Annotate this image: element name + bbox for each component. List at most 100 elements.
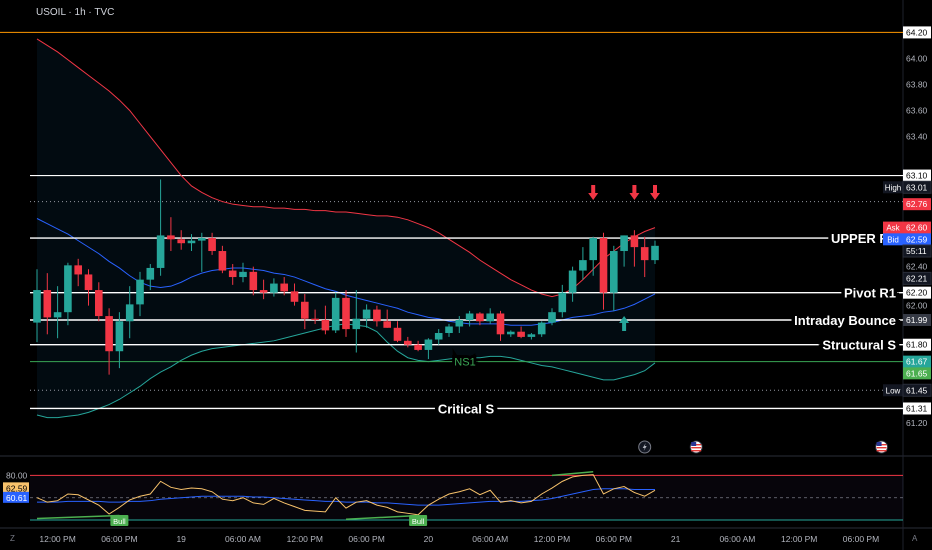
candle <box>486 308 494 324</box>
candle-body <box>589 238 597 261</box>
candle-body <box>548 312 556 323</box>
candle <box>105 308 113 375</box>
time-tick: 06:00 PM <box>348 534 384 544</box>
price-tag: 62.76 <box>906 199 928 209</box>
candle <box>146 264 155 291</box>
candle <box>537 321 546 337</box>
candle <box>156 179 165 276</box>
level-label: Structural S <box>822 338 896 353</box>
time-tick: 06:00 AM <box>719 534 755 544</box>
candle <box>579 247 587 280</box>
price-tag: 63.10 <box>906 171 928 181</box>
candle-body <box>465 313 474 320</box>
candle-body <box>156 235 165 268</box>
candle <box>465 310 474 327</box>
price-tag: 61.45 <box>906 385 928 395</box>
us-flag-icon <box>689 440 703 454</box>
candle <box>239 262 247 283</box>
time-tick: 06:00 PM <box>101 534 137 544</box>
candle-body <box>383 321 391 328</box>
candle-body <box>64 265 72 313</box>
candle <box>373 305 381 327</box>
candle <box>321 305 330 335</box>
up-arrow-icon <box>619 316 630 331</box>
time-tick: 12:00 PM <box>287 534 323 544</box>
price-tag-label-bg <box>883 384 903 397</box>
candle-body <box>290 291 299 302</box>
candle-body <box>259 290 268 293</box>
candle-body <box>270 283 278 293</box>
candle-body <box>610 251 618 293</box>
price-tag: 61.99 <box>906 315 928 325</box>
down-arrow-icon <box>650 185 660 200</box>
divergence-badge <box>409 515 428 526</box>
candle-body <box>342 297 350 330</box>
candle-body <box>311 318 319 320</box>
price-tag-label: High <box>885 183 901 192</box>
candle-body <box>146 267 155 280</box>
price-tag-bg <box>902 244 932 258</box>
price-tag-bg <box>903 221 931 234</box>
time-tick: 21 <box>671 534 681 544</box>
candle-body <box>537 322 546 335</box>
candle-body <box>187 240 196 244</box>
price-tag-bg <box>902 383 932 397</box>
price-tag-bg <box>903 26 931 39</box>
candle-body <box>33 290 41 323</box>
rsi-tick: 80.00 <box>6 470 28 480</box>
divergence-line <box>36 514 120 520</box>
candle-body <box>558 292 567 313</box>
candle <box>280 277 288 296</box>
candle-body <box>136 279 144 305</box>
rsi-ma-line <box>37 488 655 506</box>
price-tag-label-bg <box>883 221 903 234</box>
price-tick: 62.40 <box>906 262 928 272</box>
corner-right-label[interactable]: A <box>912 534 918 543</box>
candle-body <box>517 331 525 337</box>
candle-body <box>476 313 484 322</box>
candle-body <box>321 319 330 331</box>
corner-left-label[interactable]: Z <box>10 534 15 543</box>
candle-body <box>105 316 113 352</box>
time-tick: 06:00 AM <box>472 534 508 544</box>
price-tag-bg <box>903 169 931 182</box>
lightning-icon <box>638 440 652 454</box>
candle-body <box>115 321 124 352</box>
candle <box>198 232 206 272</box>
candle-body <box>95 290 103 317</box>
price-tag-bg <box>903 402 931 415</box>
time-tick: 06:00 AM <box>225 534 261 544</box>
candle-body <box>393 327 402 341</box>
rsi-value-tag-bg <box>3 482 29 494</box>
candle-body <box>177 239 185 244</box>
divergence-line <box>551 470 594 477</box>
candle <box>74 258 82 287</box>
candle <box>640 236 649 278</box>
candle-body <box>331 297 340 331</box>
candle <box>610 245 618 311</box>
price-tag: 64.20 <box>906 27 928 37</box>
candle <box>599 232 608 310</box>
price-tag-bg <box>902 180 932 194</box>
divergence-line <box>345 514 419 521</box>
candle <box>84 269 93 306</box>
candle <box>95 282 103 322</box>
candle <box>630 230 639 267</box>
candle-body <box>198 238 206 241</box>
price-tick: 61.20 <box>906 418 928 428</box>
candle-body <box>414 344 422 350</box>
candle <box>259 279 268 300</box>
price-tag-bg <box>903 198 931 211</box>
candle-body <box>125 304 134 322</box>
price-tag-label: Bid <box>887 235 899 244</box>
candle-body <box>373 309 381 322</box>
price-tag: 62.59 <box>906 234 928 244</box>
band-fill <box>37 38 655 418</box>
price-tick: 62.00 <box>906 301 928 311</box>
candle-body <box>43 290 52 318</box>
candle <box>218 245 227 274</box>
candle <box>517 326 525 339</box>
divergence-label: Bull <box>412 517 425 526</box>
divergence-badge <box>110 515 129 526</box>
